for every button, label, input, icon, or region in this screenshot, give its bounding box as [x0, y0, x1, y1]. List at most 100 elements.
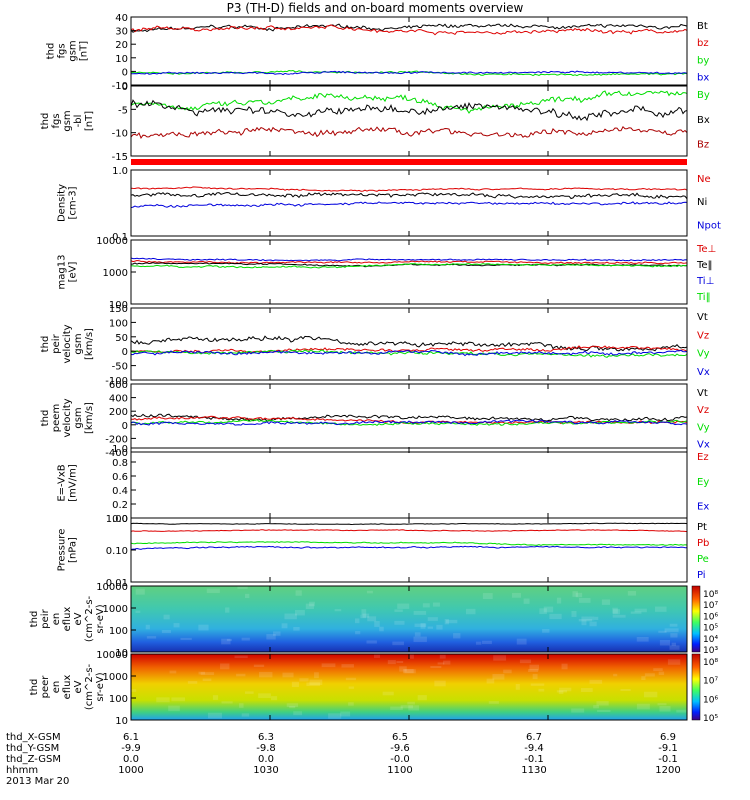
spectrogram-texture — [168, 705, 180, 712]
xaxis-value: 1130 — [521, 765, 547, 776]
spectrogram-texture — [408, 705, 420, 711]
spectrogram-texture — [430, 666, 442, 669]
spectrogram-texture — [295, 590, 302, 596]
legend-bz: bz — [697, 38, 709, 49]
y-tick-label: -15 — [112, 152, 128, 163]
spectrogram-texture — [556, 597, 562, 604]
spectrogram-texture — [571, 708, 585, 713]
y-tick-label: 10000 — [96, 236, 128, 247]
spectrogram-texture — [636, 703, 650, 710]
spectrogram-texture — [348, 702, 354, 706]
spectrogram-texture — [493, 655, 507, 661]
spectrogram-texture — [161, 630, 171, 634]
spectrogram-texture — [362, 613, 370, 618]
spectrogram-texture — [572, 591, 578, 597]
spectrogram-texture — [321, 663, 336, 668]
series-line-Pe — [130, 541, 688, 546]
spectrogram-texture — [361, 609, 367, 615]
legend-Npot: Npot — [697, 220, 721, 231]
spectrogram-texture — [341, 664, 354, 668]
series-line-Te⊥ — [130, 259, 688, 265]
y-axis-label: (cm^2-s- — [84, 663, 95, 710]
series-line-bx — [130, 70, 688, 76]
spectrogram-texture — [407, 701, 415, 705]
y-tick-label: -200 — [105, 434, 128, 445]
spectrogram-texture — [543, 606, 554, 613]
y-tick-label: 400 — [109, 394, 128, 405]
y-tick-label: 200 — [109, 407, 128, 418]
legend-Bz: Bz — [697, 140, 709, 151]
spectrogram-texture — [244, 691, 254, 694]
spectrogram-texture — [486, 678, 495, 684]
colorbar-tick-label: 10⁶ — [703, 612, 718, 622]
spectrogram-texture — [200, 672, 215, 676]
spectrogram-texture — [436, 624, 443, 630]
y-axis-label: eflux — [62, 675, 73, 700]
spectrogram-texture — [293, 626, 300, 631]
legend-Ey: Ey — [697, 477, 709, 488]
spectrogram-texture — [387, 660, 396, 665]
spectrogram-texture — [289, 705, 296, 709]
spectrogram-texture — [669, 645, 680, 650]
spectrogram-texture — [355, 631, 361, 635]
spectrogram-texture — [644, 673, 655, 677]
spectrogram-texture — [523, 598, 530, 604]
y-tick-label: 0.0 — [112, 514, 128, 525]
series-line-Ti‖ — [130, 263, 688, 269]
spectrogram-texture — [558, 690, 564, 695]
spectrogram-texture — [594, 616, 599, 620]
legend-By: By — [697, 90, 710, 101]
spectrogram-texture — [593, 705, 599, 709]
y-tick-label: 0.2 — [112, 500, 128, 511]
xaxis-value: 6.1 — [123, 732, 139, 743]
spectrogram-texture — [258, 671, 273, 678]
y-tick-label: 0 — [122, 421, 128, 432]
spectrogram-texture — [492, 673, 505, 680]
y-axis-label: thd — [40, 113, 51, 130]
legend-Bt: Bt — [697, 21, 708, 32]
xaxis-value: -9.9 — [121, 743, 141, 754]
spectrogram-texture — [653, 668, 663, 672]
spectrogram-texture — [634, 608, 647, 613]
xaxis-value: 6.5 — [392, 732, 408, 743]
legend-Pe: Pe — [697, 554, 709, 565]
y-axis-label: velocity — [62, 398, 73, 437]
spectrogram-texture — [529, 664, 540, 671]
y-tick-label: 10 — [115, 54, 128, 65]
spectrogram-texture — [427, 626, 434, 629]
y-axis-label: mag13 — [57, 255, 68, 290]
y-axis-label: E=-VxB — [57, 464, 68, 501]
y-axis-label: velocity — [62, 324, 73, 363]
spectrogram-texture — [667, 659, 681, 665]
spectrogram-texture — [549, 613, 562, 620]
series-line-Npot — [130, 201, 688, 209]
legend-Vy: Vy — [697, 349, 710, 360]
legend-Te‖: Te‖ — [696, 260, 713, 271]
xaxis-value: 6.7 — [526, 732, 542, 743]
spectrogram-texture — [503, 669, 512, 674]
y-tick-label: -50 — [112, 362, 128, 373]
spectrogram-texture — [135, 610, 141, 613]
spectrogram-texture — [571, 610, 577, 617]
y-axis-label: [cm-3] — [68, 186, 79, 219]
series-line-Pt — [130, 522, 688, 526]
y-tick-label: 0.10 — [106, 546, 128, 557]
spectrogram-texture — [392, 641, 404, 646]
spectrogram-texture — [281, 623, 288, 629]
spectrogram-texture — [612, 614, 626, 618]
xaxis-value: 1200 — [655, 765, 681, 776]
spectrogram-texture — [519, 659, 532, 664]
spectrogram-texture — [575, 592, 583, 598]
y-tick-label: 100 — [109, 694, 128, 705]
panel-frame — [130, 239, 688, 305]
y-axis-label: sr-eV) — [95, 672, 106, 701]
series-line-Bz — [130, 125, 688, 140]
colorbar-tick-label: 10⁸ — [703, 658, 718, 668]
legend-Ti‖: Ti‖ — [696, 292, 711, 303]
spectrogram-texture — [432, 602, 440, 607]
spectrogram-texture — [220, 663, 230, 670]
y-tick-label: 10000 — [96, 582, 128, 593]
spectrogram-texture — [394, 620, 405, 625]
y-tick-label: 600 — [109, 380, 128, 391]
